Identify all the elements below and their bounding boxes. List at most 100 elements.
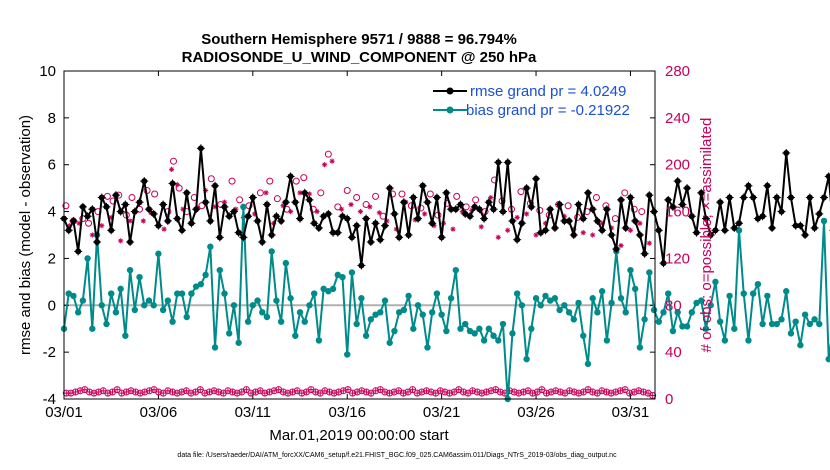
rmse-point [409,193,418,202]
obs-bottom-possible [113,386,121,394]
rmse-series [60,144,830,270]
obs-bottom-marker [418,388,426,396]
rmse-point [135,198,144,207]
bias-point [362,332,370,339]
rmse-point [229,207,238,216]
obs-possible-marker [170,157,178,165]
obs-possible-marker [300,174,308,182]
y-tick-label: 6 [48,157,56,174]
bias-point [778,316,785,323]
rmse-point [281,198,290,207]
rmse-point [480,214,489,223]
bias-point [471,330,478,337]
bias-point [565,309,573,316]
obs-bottom-possible [441,388,449,396]
obs-possible-marker [128,194,136,202]
bias-point [377,309,384,316]
bias-point [603,337,611,344]
obs-bottom-marker [589,388,597,396]
obs-assimilated-stroke [479,224,484,229]
obs-bottom-possible [427,388,435,396]
obs-bottom-possible [173,389,181,397]
obs-assimilated-stroke [99,223,104,228]
y2-tick-label: 0 [665,391,673,408]
bias-point [414,302,422,309]
bias-point [263,313,271,321]
bias-point [731,325,738,332]
y2-tick-label: 280 [665,63,690,80]
bias-point [192,283,200,290]
bias-point [768,320,776,328]
obs-assimilated-stroke [141,218,146,224]
rmse-point [201,198,210,207]
obs-bottom-possible [436,387,444,395]
obs-assimilated-marker [169,166,175,172]
legend-rmse-marker [446,87,454,95]
rmse-point [735,219,744,228]
obs-assimilated-stroke [647,241,652,246]
obs-bottom-possible [353,388,361,396]
rmse-point [612,245,621,254]
bias-point [358,295,365,302]
rmse-point [126,238,135,247]
rmse-point [239,233,248,242]
rmse-point [234,228,243,237]
rmse-point [291,198,300,207]
bias-point [103,320,110,328]
bias-point [466,327,474,335]
rmse-point [706,231,715,239]
bias-point [226,330,233,337]
rmse-point [503,158,512,167]
rmse-point [267,231,276,239]
bias-point [650,306,658,314]
y-tick-label: 4 [48,204,56,221]
obs-possible-marker [317,189,325,197]
bias-point [641,316,648,323]
obs-assimilated-stroke [288,209,293,214]
bias-point [292,332,299,339]
obs-possible-marker [426,190,434,198]
obs-bottom-marker [192,388,200,396]
bias-point [273,297,280,304]
obs-possible-marker [453,192,461,200]
bias-point [665,290,672,297]
y2-tick-labels: 0 40 80 120 160 200 240 280 [665,63,690,408]
x-tick-labels: 03/01 03/06 03/11 03/16 03/21 03/26 03/31 [45,404,649,421]
bias-point [509,330,516,337]
rmse-point [277,216,286,225]
rmse-point [314,223,323,232]
bias-point [240,203,247,211]
rmse-point [753,214,762,223]
x-tick-label: 03/11 [235,404,271,421]
rmse-point [111,191,120,200]
rmse-point [74,247,83,256]
bias-point [98,302,105,309]
rmse-point [366,238,375,247]
obs-bottom-possible [164,387,172,395]
obs-possible-marker [517,188,525,196]
obs-possible-marker [324,150,332,158]
obs-bottom-possible [409,386,417,394]
obs-bottom-possible [229,388,237,396]
rmse-point [635,231,644,239]
obs-assimilated-marker [590,232,596,238]
obs-bottom-marker [621,386,629,394]
obs-assimilated-marker [450,226,456,232]
obs-possible-marker [207,175,215,183]
obs-bottom-possible [649,391,657,399]
obs-bottom-possible [265,388,273,396]
obs-bottom-marker [289,388,297,396]
bias-point [806,320,814,328]
bias-point [344,351,351,358]
obs-possible-marker [236,196,244,204]
bias-point [598,288,606,295]
rmse-point [371,219,380,228]
bias-point [443,327,450,335]
obs-assimilated-marker [329,158,335,164]
bias-point [424,344,431,351]
rmse-point [442,188,451,197]
obs-bottom-marker [242,386,250,394]
bias-point [721,337,729,344]
obs-assimilated-marker [314,208,320,215]
bias-point [306,302,313,309]
